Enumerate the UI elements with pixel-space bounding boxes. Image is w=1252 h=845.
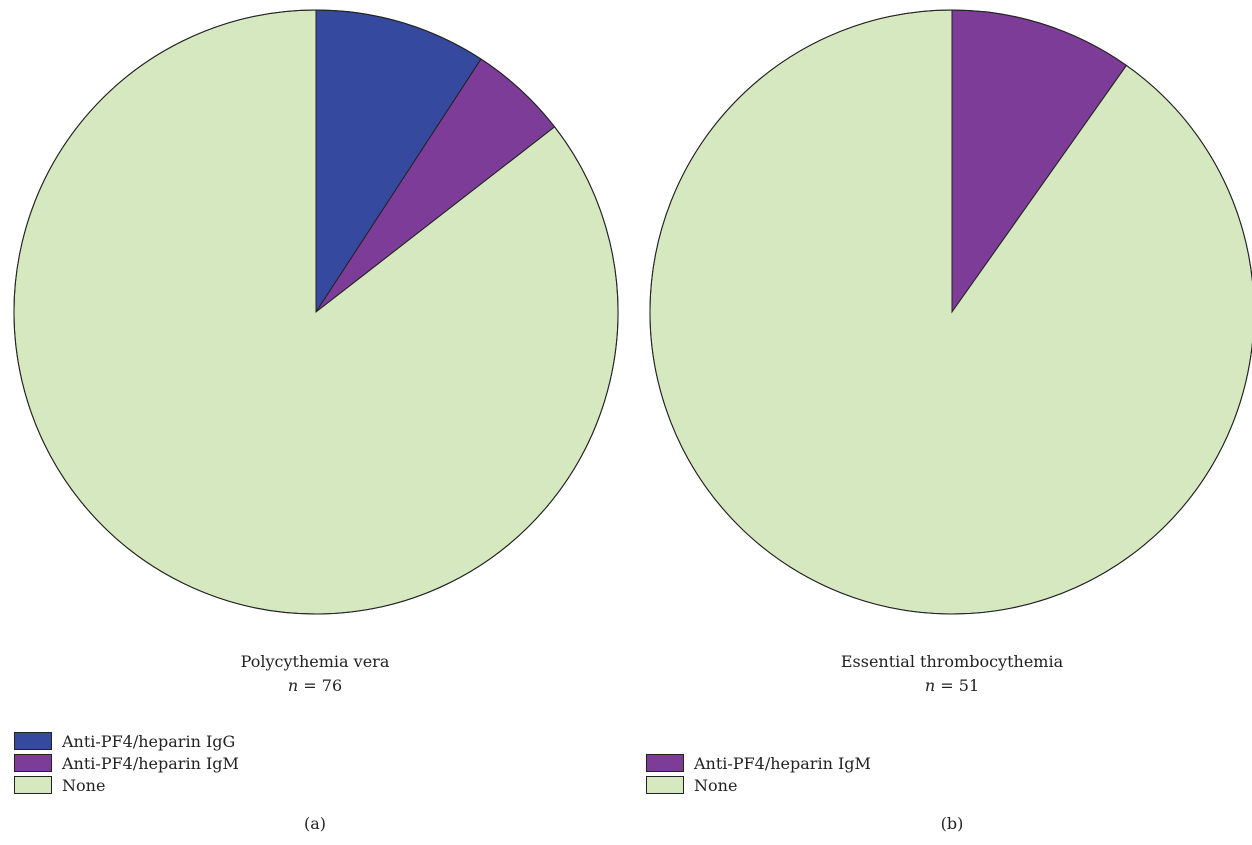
legend-item: Anti-PF4/heparin IgM: [646, 752, 871, 774]
legend-label: Anti-PF4/heparin IgM: [62, 753, 239, 773]
sample-size-label: n: [287, 676, 299, 695]
pie-outline: [649, 9, 1252, 615]
legend-label: Anti-PF4/heparin IgG: [62, 731, 236, 751]
legend-item: None: [646, 774, 871, 796]
pie-slice-none: [649, 9, 1252, 615]
pie-chart-polycythemia-vera: [13, 9, 619, 615]
legend-swatch-igm: [646, 754, 684, 772]
legend-swatch-igg: [14, 732, 52, 750]
sample-size-label: n: [924, 676, 936, 695]
legend-label: Anti-PF4/heparin IgM: [694, 753, 871, 773]
chart-caption: Essential thrombocythemia n = 51: [802, 650, 1102, 698]
legend-label: None: [62, 775, 106, 795]
legend-swatch-none: [14, 776, 52, 794]
chart-title: Essential thrombocythemia: [840, 652, 1064, 671]
legend: Anti-PF4/heparin IgG Anti-PF4/heparin Ig…: [14, 730, 239, 796]
sample-size: n = 76: [165, 674, 465, 698]
pie-chart-essential-thrombocythemia: [649, 9, 1252, 615]
pie-outline: [13, 9, 619, 615]
chart-panel-b: Essential thrombocythemia n = 51 Anti-PF…: [626, 0, 1252, 845]
legend-item: Anti-PF4/heparin IgG: [14, 730, 239, 752]
sample-size-value: = 76: [303, 676, 343, 695]
legend-label: None: [694, 775, 738, 795]
legend-item: None: [14, 774, 239, 796]
legend: Anti-PF4/heparin IgM None: [646, 752, 871, 796]
chart-caption: Polycythemia vera n = 76: [165, 650, 465, 698]
sample-size: n = 51: [802, 674, 1102, 698]
legend-swatch-igm: [14, 754, 52, 772]
panel-label: (b): [940, 814, 964, 833]
legend-swatch-none: [646, 776, 684, 794]
legend-item: Anti-PF4/heparin IgM: [14, 752, 239, 774]
chart-title: Polycythemia vera: [240, 652, 390, 671]
chart-panel-a: Polycythemia vera n = 76 Anti-PF4/hepari…: [13, 9, 619, 833]
sample-size-value: = 51: [940, 676, 980, 695]
panel-label: (a): [303, 814, 327, 833]
